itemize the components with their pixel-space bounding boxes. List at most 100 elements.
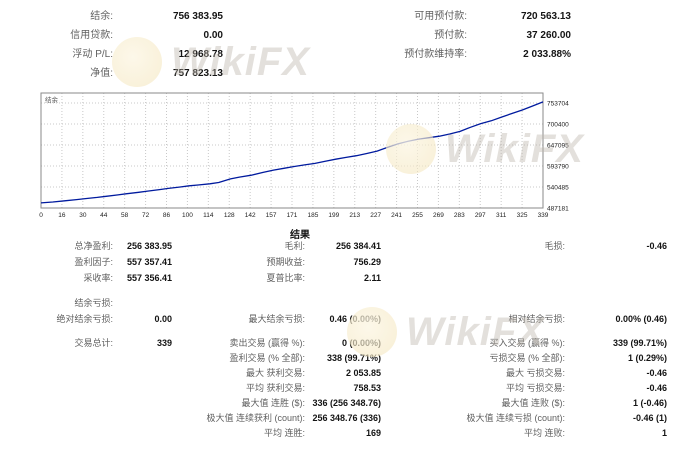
stat-label: 毛利: — [284, 241, 305, 251]
axis-tick-label: 227 — [370, 212, 381, 219]
stat-label: 亏损交易 (% 全部): — [489, 353, 566, 363]
balance-chart: 0 16 30 44 58 72 86 100 114 128 142 157 171 185 199 213… — [39, 92, 569, 219]
stat-value: 557 356.41 — [126, 273, 172, 283]
stat-label: 极大值 连续获利 (count): — [206, 413, 305, 423]
stat-label: 结余: — [90, 11, 113, 22]
chart-legend-label: 结余 — [45, 95, 59, 104]
stat-value: 338 (99.71%) — [326, 353, 381, 363]
stat-label: 卖出交易 (赢得 %): — [229, 338, 306, 348]
stat-value: 756 383.95 — [172, 11, 223, 22]
axis-tick-label: 269 — [433, 212, 444, 219]
axis-tick-label: 487181 — [547, 206, 569, 213]
stat-label: 平均 连胜: — [263, 428, 305, 438]
stat-label: 预付款: — [434, 30, 467, 41]
stat-value: -0.46 — [646, 241, 667, 251]
axis-tick-label: 241 — [391, 212, 402, 219]
axis-tick-label: 213 — [349, 212, 360, 219]
stat-value: 720 563.13 — [520, 11, 571, 22]
axis-tick-label: 185 — [307, 212, 318, 219]
stat-value: 0.00 — [203, 30, 223, 41]
stat-value: 336 (256 348.76) — [312, 398, 381, 408]
stat-value: 256 384.41 — [335, 241, 381, 251]
axis-tick-label: 44 — [100, 212, 108, 219]
stat-label: 最大结余亏损: — [248, 314, 305, 324]
stat-label: 最大 亏损交易: — [505, 368, 565, 378]
axis-tick-label: 30 — [79, 212, 87, 219]
axis-tick-label: 58 — [121, 212, 129, 219]
stat-value: 256 383.95 — [126, 241, 172, 251]
stat-label: 最大 获利交易: — [245, 368, 305, 378]
axis-tick-label: 339 — [538, 212, 549, 219]
stat-label: 平均 获利交易: — [245, 383, 305, 393]
stat-label: 浮动 P/L: — [72, 49, 113, 60]
stat-label: 平均 亏损交易: — [505, 383, 565, 393]
stat-label: 预期收益: — [266, 257, 305, 267]
axis-tick-label: 325 — [517, 212, 528, 219]
stat-label: 极大值 连续亏损 (count): — [466, 413, 565, 423]
stat-label: 结余亏损: — [74, 298, 113, 308]
stat-label: 采收率: — [83, 273, 113, 283]
axis-tick-label: 16 — [58, 212, 66, 219]
stat-value: 256 348.76 (336) — [312, 413, 381, 423]
axis-tick-label: 171 — [287, 212, 298, 219]
axis-tick-label: 700400 — [547, 121, 569, 128]
stat-value: 0.00% (0.46) — [615, 314, 667, 324]
stat-value: 339 — [156, 338, 172, 348]
stat-label: 最大值 连胜 ($): — [241, 398, 305, 408]
axis-tick-label: 311 — [496, 212, 507, 219]
stat-label: 绝对结余亏损: — [56, 314, 113, 324]
stat-value: 2.11 — [363, 273, 381, 283]
axis-tick-label: 647095 — [547, 142, 569, 149]
axis-tick-label: 255 — [412, 212, 423, 219]
stat-value: 1 (-0.46) — [632, 398, 667, 408]
axis-tick-label: 72 — [142, 212, 150, 219]
axis-tick-label: 199 — [328, 212, 339, 219]
axis-tick-label: 593790 — [547, 164, 569, 171]
stat-label: 夏普比率: — [266, 273, 305, 283]
stat-value: 2 053.85 — [345, 368, 381, 378]
axis-tick-label: 157 — [266, 212, 277, 219]
axis-tick-label: 753704 — [547, 101, 569, 108]
stat-value: 0.00 — [154, 314, 172, 324]
axis-tick-label: 86 — [163, 212, 171, 219]
stat-value: 339 (99.71%) — [612, 338, 667, 348]
stat-value: 2 033.88% — [523, 49, 571, 60]
stat-value: 169 — [365, 428, 381, 438]
stat-label: 信用贷款: — [70, 30, 113, 41]
axis-tick-label: 540485 — [547, 185, 569, 192]
axis-tick-label: 283 — [454, 212, 465, 219]
results-header: 结果 — [290, 230, 310, 241]
stat-value: 1 — [661, 428, 667, 438]
stat-label: 盈利因子: — [74, 257, 113, 267]
stat-label: 预付款维持率: — [404, 49, 467, 60]
axis-tick-label: 100 — [182, 212, 193, 219]
plot-border — [40, 92, 544, 209]
stat-label: 最大值 连败 ($): — [501, 398, 565, 408]
stat-value: 758.53 — [353, 383, 381, 393]
stat-label: 净值: — [90, 68, 113, 79]
axis-tick-label: 142 — [245, 212, 256, 219]
stat-label: 总净盈利: — [74, 241, 113, 251]
stat-value: 557 357.41 — [126, 257, 172, 267]
stat-value: 12 968.78 — [178, 49, 224, 60]
axis-tick-label: 114 — [203, 212, 214, 219]
stat-label: 平均 连败: — [523, 428, 565, 438]
axis-tick-label: 0 — [39, 212, 43, 219]
stat-value: -0.46 — [646, 368, 667, 378]
stat-label: 盈利交易 (% 全部): — [229, 353, 306, 363]
stat-value: 37 260.00 — [526, 30, 572, 41]
balance-line-series — [40, 101, 544, 204]
stat-value: 757 823.13 — [172, 68, 223, 79]
axis-tick-label: 297 — [475, 212, 486, 219]
stat-value: 0 (0.00%) — [341, 338, 381, 348]
axis-tick-label: 128 — [224, 212, 235, 219]
stat-value: -0.46 — [646, 383, 667, 393]
stat-value: -0.46 (1) — [632, 413, 667, 423]
stat-label: 买入交易 (赢得 %): — [489, 338, 566, 348]
stat-value: 1 (0.29%) — [627, 353, 667, 363]
stat-label: 毛损: — [544, 241, 565, 251]
